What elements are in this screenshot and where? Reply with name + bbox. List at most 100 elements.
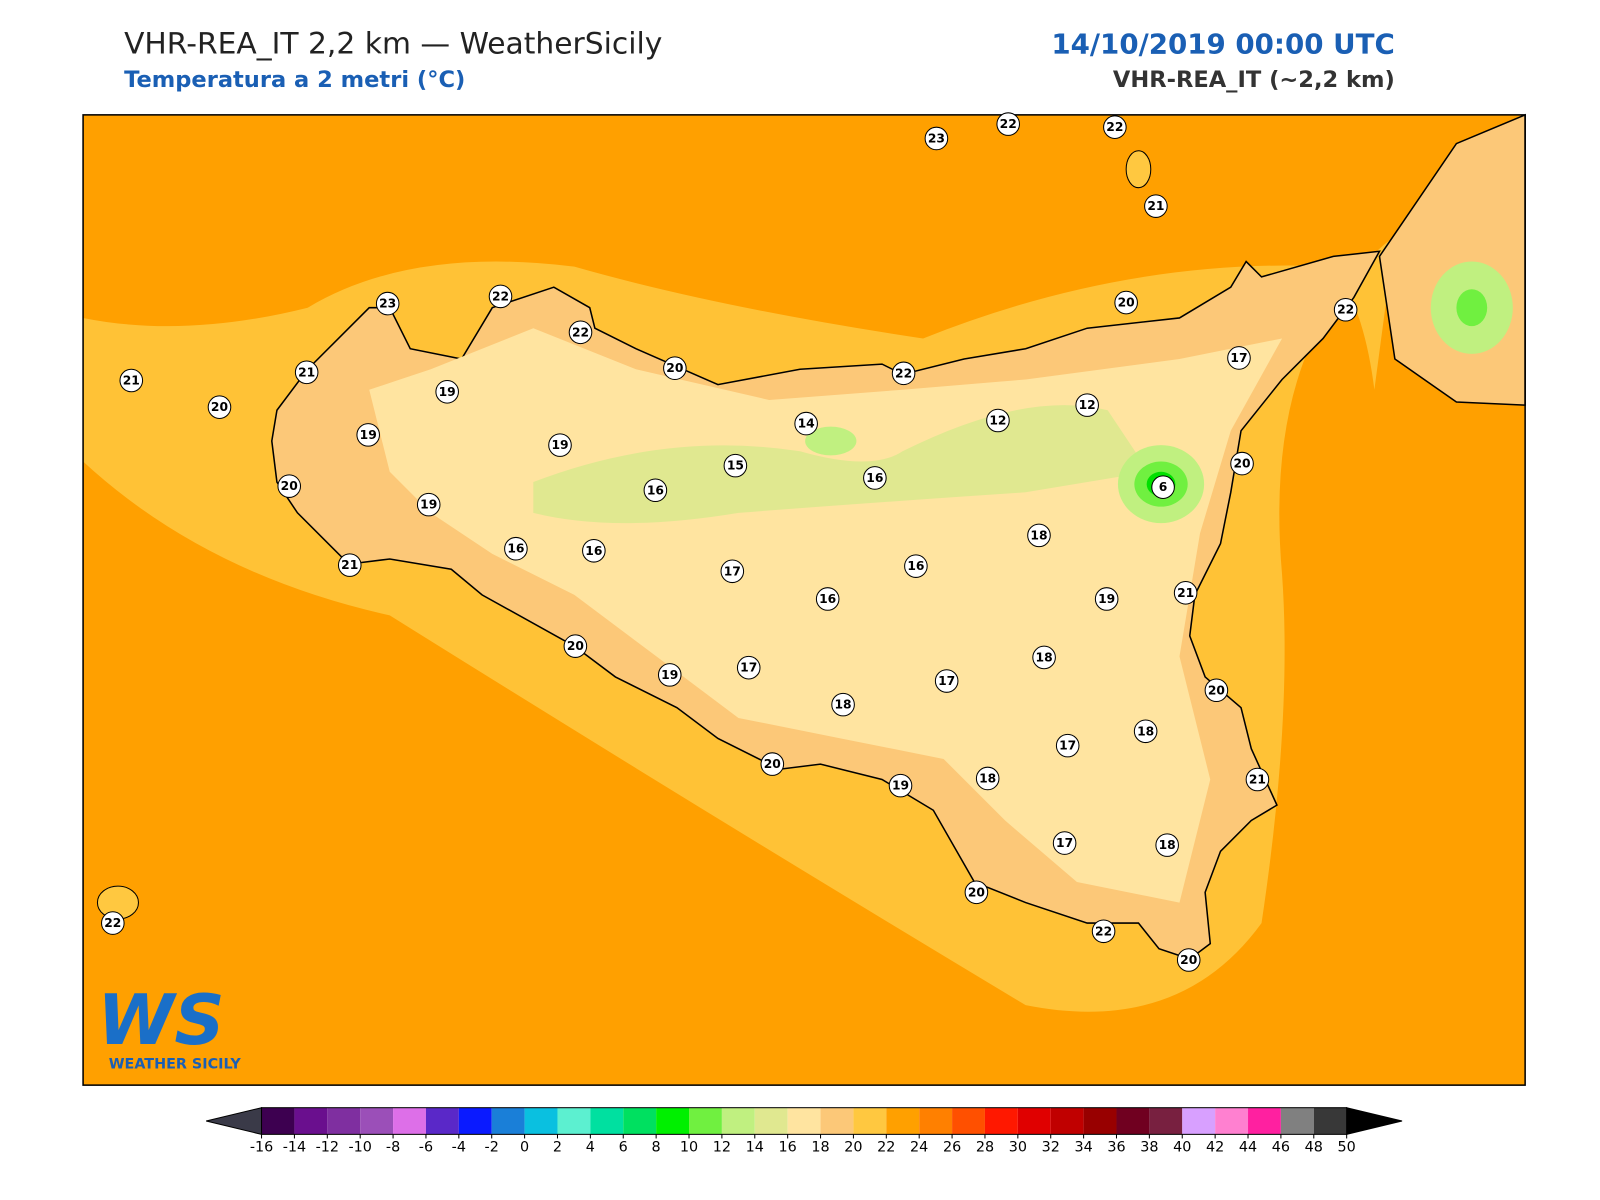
aspromonte-core	[1456, 289, 1488, 327]
station-marker	[794, 411, 818, 436]
station-value: 16	[507, 542, 524, 556]
station-value: 22	[1095, 924, 1112, 938]
colorbar-segment	[1182, 1107, 1216, 1135]
colorbar-frame	[261, 1107, 1348, 1135]
station-value: 19	[661, 668, 678, 682]
colorbar-tick-label: 16	[779, 1140, 797, 1156]
station-marker	[663, 356, 687, 380]
station-value: 18	[1159, 838, 1176, 852]
station-value: 17	[1230, 351, 1247, 365]
station-value: 16	[866, 471, 883, 485]
station-marker	[1032, 645, 1056, 670]
colorbar-tick-label: 10	[680, 1140, 698, 1156]
station-marker	[568, 320, 593, 345]
model: VHR-REA_IT (~2,2 km)	[1113, 67, 1395, 93]
station-marker	[1176, 948, 1201, 972]
station-value: 21	[298, 365, 315, 379]
station-value: 20	[281, 479, 298, 493]
station-marker	[277, 474, 302, 498]
station-marker	[504, 536, 528, 561]
station-value: 20	[666, 361, 683, 375]
colorbar: -16 -14 -12 -10 -8 -6 -4 -2 0 2 4 6 8 10 12 14 16 18 20 22 2…	[206, 1107, 1403, 1156]
station-value: 17	[1056, 836, 1073, 850]
station-marker	[294, 360, 319, 385]
station-value: 19	[360, 428, 377, 442]
station-marker	[1333, 297, 1358, 322]
station-marker	[435, 380, 459, 404]
colorbar-segment	[853, 1107, 887, 1135]
colorbar-segment	[787, 1107, 821, 1135]
station-marker	[1151, 475, 1175, 499]
colorbar-segment	[1280, 1107, 1314, 1135]
station-marker	[964, 880, 989, 905]
colorbar-segment	[458, 1107, 492, 1135]
colorbar-tick-label: -2	[485, 1140, 499, 1156]
station-marker	[356, 423, 380, 447]
station-marker	[736, 655, 761, 680]
station-value: 22	[492, 289, 509, 303]
station-marker	[1027, 523, 1051, 548]
nebrodi	[805, 426, 857, 456]
colorbar-segment	[952, 1107, 985, 1135]
colorbar-under	[206, 1107, 263, 1136]
station-value: 18	[1030, 528, 1047, 542]
station-marker	[643, 478, 668, 503]
colorbar-tick-label: -12	[316, 1140, 339, 1156]
colorbar-segment	[393, 1107, 426, 1135]
subtitle: Temperatura a 2 metri (°C)	[124, 67, 465, 93]
colorbar-tick-label: 6	[619, 1140, 628, 1156]
colorbar-segment	[1116, 1107, 1150, 1135]
colorbar-tick-label: 42	[1206, 1140, 1224, 1156]
colorbar-tick-label: -6	[419, 1140, 433, 1156]
station-marker	[375, 291, 400, 316]
colorbar-tick-label: 44	[1239, 1140, 1257, 1156]
colorbar-tick-label: 14	[746, 1140, 764, 1156]
station-value: 19	[1098, 592, 1115, 606]
colorbar-tick-label: 46	[1272, 1140, 1290, 1156]
colorbar-segment	[689, 1107, 722, 1135]
station-marker	[1094, 587, 1119, 611]
station-value: 19	[420, 498, 437, 512]
station-value: 17	[938, 674, 955, 688]
station-value: 19	[892, 779, 909, 793]
colorbar-tick-label: 36	[1107, 1140, 1125, 1156]
colorbar-tick-label: 2	[553, 1140, 562, 1156]
station-value: 17	[724, 564, 741, 578]
colorbar-tick-label: -16	[250, 1140, 273, 1156]
logo: WS WEATHER SICILY	[97, 980, 241, 1073]
colorbar-segment	[886, 1107, 920, 1135]
station-value: 20	[1180, 953, 1197, 967]
station-marker	[831, 692, 855, 717]
station-marker	[1052, 831, 1077, 855]
station-value: 21	[1249, 772, 1266, 786]
station-value: 22	[1106, 120, 1123, 134]
station-value: 14	[798, 417, 815, 431]
station-marker	[975, 766, 1000, 791]
colorbar-tick-label: -10	[348, 1140, 371, 1156]
colorbar-tick-label: 30	[1009, 1140, 1027, 1156]
station-value: 20	[968, 885, 985, 899]
station-marker	[720, 559, 745, 584]
station-value: 19	[551, 438, 568, 452]
colorbar-segment	[754, 1107, 788, 1135]
station-value: 22	[895, 366, 912, 380]
station-value: 21	[341, 558, 358, 572]
station-marker	[416, 492, 441, 517]
station-marker	[1075, 393, 1099, 417]
colorbar-tick-label: 28	[976, 1140, 994, 1156]
colorbar-tick-label: 38	[1140, 1140, 1158, 1156]
colorbar-segment	[721, 1107, 755, 1135]
station-marker	[924, 126, 949, 151]
station-value: 18	[1036, 650, 1053, 664]
station-value: 15	[727, 459, 744, 473]
station-value: 22	[572, 325, 589, 339]
station-value: 20	[1233, 457, 1250, 471]
station-value: 18	[835, 698, 852, 712]
colorbar-tick-label: -8	[386, 1140, 400, 1156]
station-value: 12	[989, 414, 1006, 428]
station-marker	[582, 538, 606, 563]
colorbar-segment	[294, 1107, 328, 1135]
station-marker	[1155, 833, 1179, 857]
colorbar-tick-label: 18	[811, 1140, 829, 1156]
station-value: 22	[1337, 303, 1354, 317]
